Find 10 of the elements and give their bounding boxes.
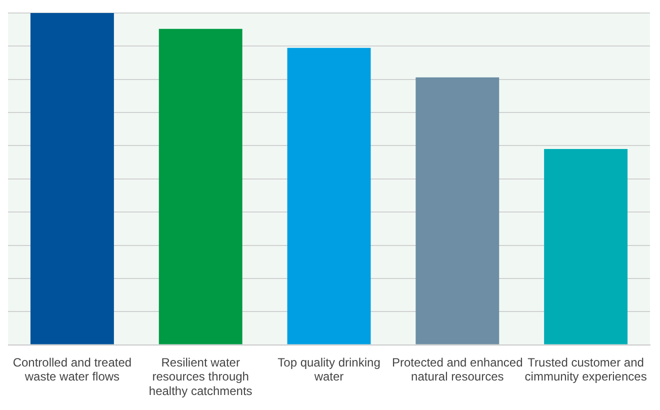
bar [30,13,114,344]
x-tick-label: Resilient water resources through healthy catchments [148,355,252,398]
x-tick-label: Protected and enhanced natural resources [392,355,523,384]
x-tick-label: Controlled and treated waste water flows [12,355,132,384]
bar [416,77,500,344]
x-tick-label: Trusted customer and cimmunity experiences [524,355,647,384]
bar [158,28,242,344]
bar [544,149,628,344]
bar [287,48,371,344]
x-tick-label: Top quality drinking water [278,355,380,384]
